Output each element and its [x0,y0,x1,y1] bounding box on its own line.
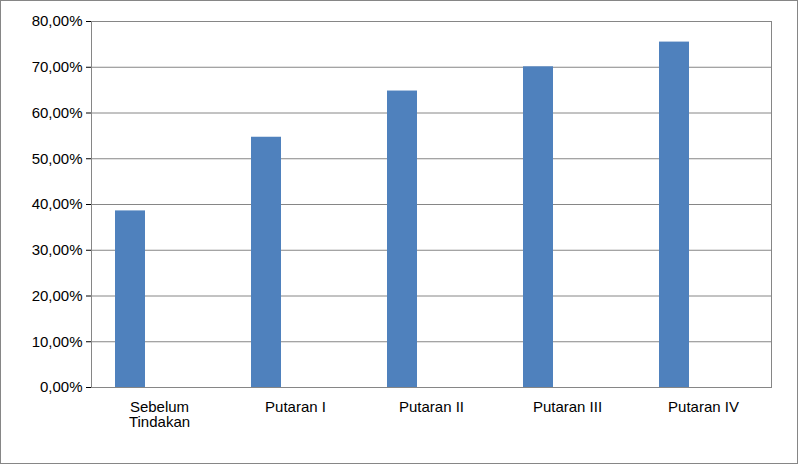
svg-text:60,00%: 60,00% [32,104,83,121]
svg-text:30,00%: 30,00% [32,241,83,258]
svg-text:Putaran I: Putaran I [265,398,326,415]
svg-text:20,00%: 20,00% [32,287,83,304]
svg-text:80,00%: 80,00% [32,12,83,29]
svg-text:SebelumTindakan: SebelumTindakan [129,398,190,430]
svg-text:70,00%: 70,00% [32,58,83,75]
svg-text:10,00%: 10,00% [32,333,83,350]
svg-text:50,00%: 50,00% [32,150,83,167]
svg-text:Putaran IV: Putaran IV [668,398,739,415]
svg-text:40,00%: 40,00% [32,195,83,212]
svg-text:Putaran III: Putaran III [533,398,602,415]
svg-text:0,00%: 0,00% [40,378,83,395]
svg-text:Putaran II: Putaran II [399,398,464,415]
